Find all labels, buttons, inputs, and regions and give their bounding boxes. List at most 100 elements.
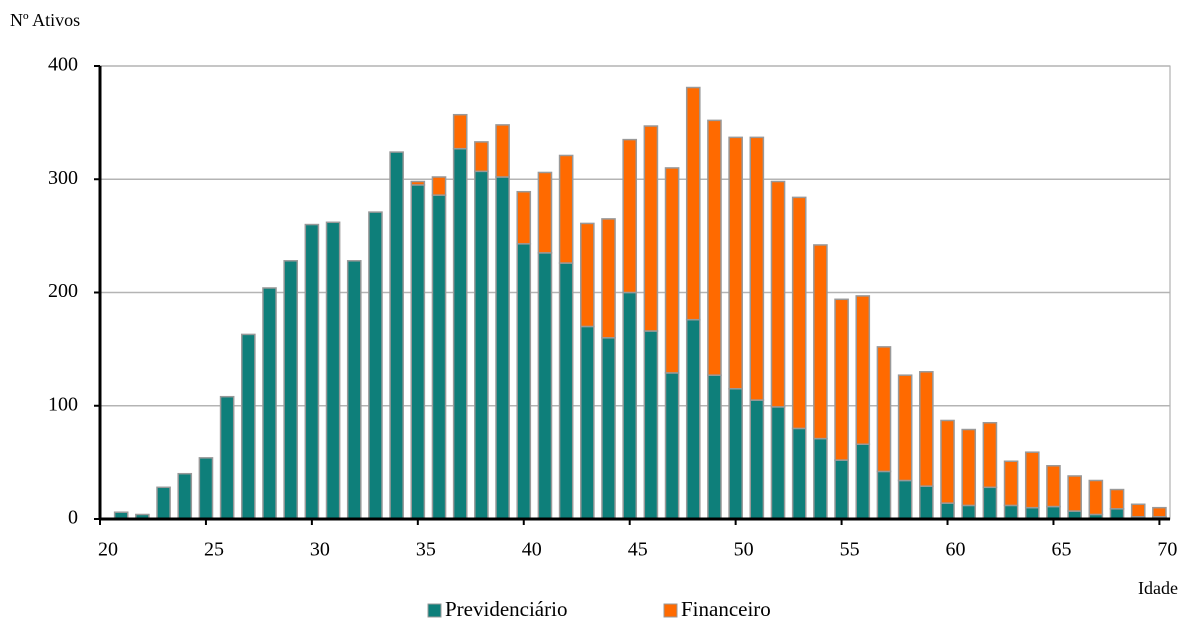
bar-segment [664,372,680,520]
bar-segment [580,325,595,520]
bar-segment [1152,506,1167,518]
bar-segment [982,421,998,489]
bar-segment [876,346,892,473]
bar-segment [304,223,320,520]
bar-segment [707,374,722,520]
x-tick-label: 20 [98,539,118,561]
x-tick-label: 50 [734,539,754,561]
bar-segment [452,147,468,520]
y-axis-label: Nº Ativos [10,10,80,30]
bar-segment [325,221,341,520]
bar-segment [707,119,722,376]
bar-segment [643,330,659,520]
bar-segment [897,479,913,520]
bar-segment [919,485,934,520]
x-tick-label: 70 [1157,539,1177,561]
bar-segment [622,291,638,520]
bar-segment [198,457,214,520]
bar-segment [410,184,426,520]
bar-segment [813,437,828,520]
bar-segment [770,180,786,408]
x-tick-label: 40 [522,539,542,561]
bar-segment [961,428,977,507]
legend-swatch [663,603,678,618]
bar-segment [1003,460,1019,507]
bar-segment [495,176,510,520]
bar-segment [537,171,553,254]
legend-label: Financeiro [681,597,771,621]
bar-segment [982,486,998,520]
bar-segment [558,262,574,520]
legend-label: Previdenciário [445,597,567,621]
bar-segment [1046,505,1061,520]
legend-swatch [427,603,442,618]
bar-segment [961,504,977,520]
bar-segment [558,154,574,264]
bar-segment [431,176,447,196]
bar-segment [452,113,468,150]
bar-segment [791,427,807,520]
bar-segment [855,295,871,446]
bar-segment [495,124,510,178]
bar-segment [685,318,701,520]
x-tick-label: 35 [416,539,436,561]
bar-segment [728,388,743,520]
bar-segment [262,287,277,520]
bar-segment [346,260,362,520]
x-tick-label: 65 [1051,539,1071,561]
x-tick-label: 25 [204,539,224,561]
x-tick-label: 30 [310,539,330,561]
bar-segment [940,502,955,520]
bar-segment [622,138,638,294]
y-tick-label: 400 [48,54,78,76]
bar-segment [1130,503,1146,518]
bar-segment [1109,488,1125,510]
bar-segment [240,333,256,520]
bar-segment [537,252,553,520]
bar-segment [283,260,299,520]
bar-segment [1067,475,1082,512]
x-tick-label: 55 [840,539,860,561]
bar-segment [791,196,807,430]
x-axis-label: Idade [1138,578,1178,598]
bar-segment [1109,508,1125,520]
bar-segment [368,211,383,520]
bar-segment [1088,479,1104,516]
bar-segment [431,194,447,520]
bar-segment [749,136,765,401]
bar-segment [156,486,171,520]
bar-segment [919,371,934,487]
bar-segment [1003,504,1019,520]
bar-segment [940,419,955,504]
bar-segment [474,170,489,520]
bar-segment [897,374,913,482]
bar-segment [685,86,701,321]
y-tick-label: 100 [48,393,78,415]
bar-segment [1024,506,1040,520]
bar-segment [516,190,532,245]
bar-segment [643,125,659,332]
bar-segment [749,399,765,520]
x-tick-label: 45 [628,539,648,561]
bar-segment [219,395,235,520]
bar-segment [410,180,426,186]
bar-segment [389,151,404,520]
bar-segment [664,167,680,374]
bar-segment [834,459,849,520]
bar-segment [834,298,849,461]
y-tick-label: 200 [48,280,78,302]
bar-segment [1024,451,1040,509]
x-tick-label: 60 [946,539,966,561]
bar-segment [728,136,743,390]
bar-segment [601,218,616,339]
y-tick-label: 0 [68,507,78,529]
bar-segment [855,443,871,520]
bar-segment [770,406,786,520]
y-tick-label: 300 [48,167,78,189]
bar-segment [601,337,616,520]
bar-segment [474,141,489,173]
bar-segment [1046,465,1061,508]
bar-segment [876,470,892,520]
